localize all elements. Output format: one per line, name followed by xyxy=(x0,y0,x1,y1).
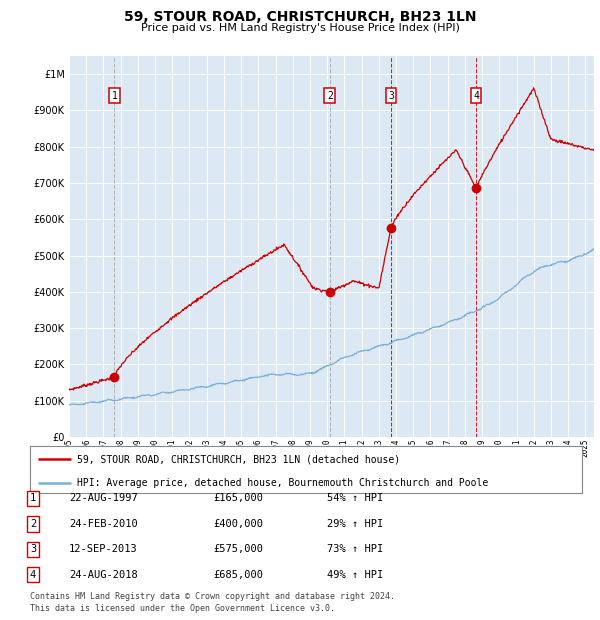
Text: This data is licensed under the Open Government Licence v3.0.: This data is licensed under the Open Gov… xyxy=(30,604,335,613)
Text: 24-AUG-2018: 24-AUG-2018 xyxy=(69,570,138,580)
Text: Price paid vs. HM Land Registry's House Price Index (HPI): Price paid vs. HM Land Registry's House … xyxy=(140,23,460,33)
Text: HPI: Average price, detached house, Bournemouth Christchurch and Poole: HPI: Average price, detached house, Bour… xyxy=(77,477,488,488)
Text: 59, STOUR ROAD, CHRISTCHURCH, BH23 1LN: 59, STOUR ROAD, CHRISTCHURCH, BH23 1LN xyxy=(124,11,476,24)
Text: 54% ↑ HPI: 54% ↑ HPI xyxy=(327,494,383,503)
Text: 4: 4 xyxy=(30,570,36,580)
Text: 1: 1 xyxy=(30,494,36,503)
Text: 59, STOUR ROAD, CHRISTCHURCH, BH23 1LN (detached house): 59, STOUR ROAD, CHRISTCHURCH, BH23 1LN (… xyxy=(77,454,400,464)
Text: 3: 3 xyxy=(388,91,394,100)
Text: Contains HM Land Registry data © Crown copyright and database right 2024.: Contains HM Land Registry data © Crown c… xyxy=(30,592,395,601)
Text: £685,000: £685,000 xyxy=(213,570,263,580)
Text: 29% ↑ HPI: 29% ↑ HPI xyxy=(327,519,383,529)
Text: 24-FEB-2010: 24-FEB-2010 xyxy=(69,519,138,529)
Text: 73% ↑ HPI: 73% ↑ HPI xyxy=(327,544,383,554)
Text: 49% ↑ HPI: 49% ↑ HPI xyxy=(327,570,383,580)
Text: £400,000: £400,000 xyxy=(213,519,263,529)
Text: 2: 2 xyxy=(30,519,36,529)
Text: 4: 4 xyxy=(473,91,479,100)
Text: 2: 2 xyxy=(327,91,333,100)
Text: 22-AUG-1997: 22-AUG-1997 xyxy=(69,494,138,503)
Text: £575,000: £575,000 xyxy=(213,544,263,554)
Text: 12-SEP-2013: 12-SEP-2013 xyxy=(69,544,138,554)
Text: 1: 1 xyxy=(112,91,118,100)
Text: 3: 3 xyxy=(30,544,36,554)
Text: £165,000: £165,000 xyxy=(213,494,263,503)
